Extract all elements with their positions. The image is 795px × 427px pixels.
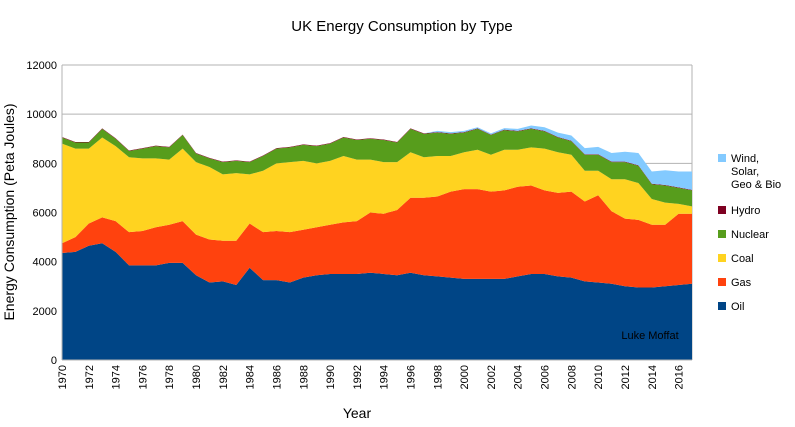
y-tick-label: 2000 [33, 306, 57, 318]
x-tick-label: 1990 [325, 365, 337, 389]
axis-layer: 0 2000 4000 6000 8000 10000 12000 1970 1972 1974 1… [26, 60, 692, 389]
area-series-2 [62, 137, 692, 244]
legend-label: Nuclear [731, 229, 769, 241]
y-axis-title: Energy Consumption (Peta Joules) [1, 103, 17, 320]
x-tick-label: 1988 [298, 365, 310, 389]
legend-swatch [718, 302, 726, 310]
chart-title: UK Energy Consumption by Type [291, 18, 513, 35]
y-tick-label: 10000 [26, 109, 57, 121]
x-tick-label: 1974 [111, 365, 123, 389]
x-tick-label: 1970 [57, 365, 69, 389]
x-tick-label: 1984 [245, 365, 257, 389]
x-tick-label: 1998 [432, 365, 444, 389]
area-series-0 [62, 243, 692, 360]
legend-label: Hydro [731, 205, 760, 217]
credit-annotation: Luke Moffat [621, 330, 678, 342]
x-tick-label: 1982 [218, 365, 230, 389]
x-tick-label: 2008 [566, 365, 578, 389]
x-tick-label: 2004 [513, 365, 525, 389]
legend-swatch [718, 254, 726, 262]
y-tick-label: 6000 [33, 208, 57, 220]
y-tick-label: 0 [51, 355, 57, 367]
legend-label: Wind, Solar, Geo & Bio [731, 153, 781, 191]
legend-swatch [718, 278, 726, 286]
x-tick-label: 2016 [674, 365, 686, 389]
legend-label: Gas [731, 277, 752, 289]
y-tick-label: 12000 [26, 60, 57, 72]
x-tick-label: 1972 [84, 365, 96, 389]
x-tick-label: 1976 [137, 365, 149, 389]
y-tick-label: 8000 [33, 158, 57, 170]
x-tick-label: 2002 [486, 365, 498, 389]
x-tick-label: 1992 [352, 365, 364, 389]
area-series-1 [62, 185, 692, 288]
x-tick-label: 2014 [647, 365, 659, 389]
x-tick-label: 1980 [191, 365, 203, 389]
legend-swatch [718, 230, 726, 238]
legend-label: Coal [731, 253, 754, 265]
area-layer [62, 125, 692, 360]
legend-swatch [718, 154, 726, 162]
x-tick-label: 2010 [593, 365, 605, 389]
x-tick-label: 1986 [271, 365, 283, 389]
x-tick-label: 2012 [620, 365, 632, 389]
legend-swatch [718, 206, 726, 214]
x-tick-label: 1978 [164, 365, 176, 389]
x-tick-label: 1994 [379, 365, 391, 389]
legend: Wind, Solar, Geo & Bio Hydro Nuclear Coal Gas O… [718, 153, 781, 313]
legend-label: Oil [731, 301, 744, 313]
x-tick-label: 1996 [406, 365, 418, 389]
area-series-3 [62, 128, 692, 207]
x-axis-title: Year [343, 405, 372, 421]
x-tick-label: 2006 [540, 365, 552, 389]
x-tick-label: 2000 [459, 365, 471, 389]
y-tick-label: 4000 [33, 257, 57, 269]
